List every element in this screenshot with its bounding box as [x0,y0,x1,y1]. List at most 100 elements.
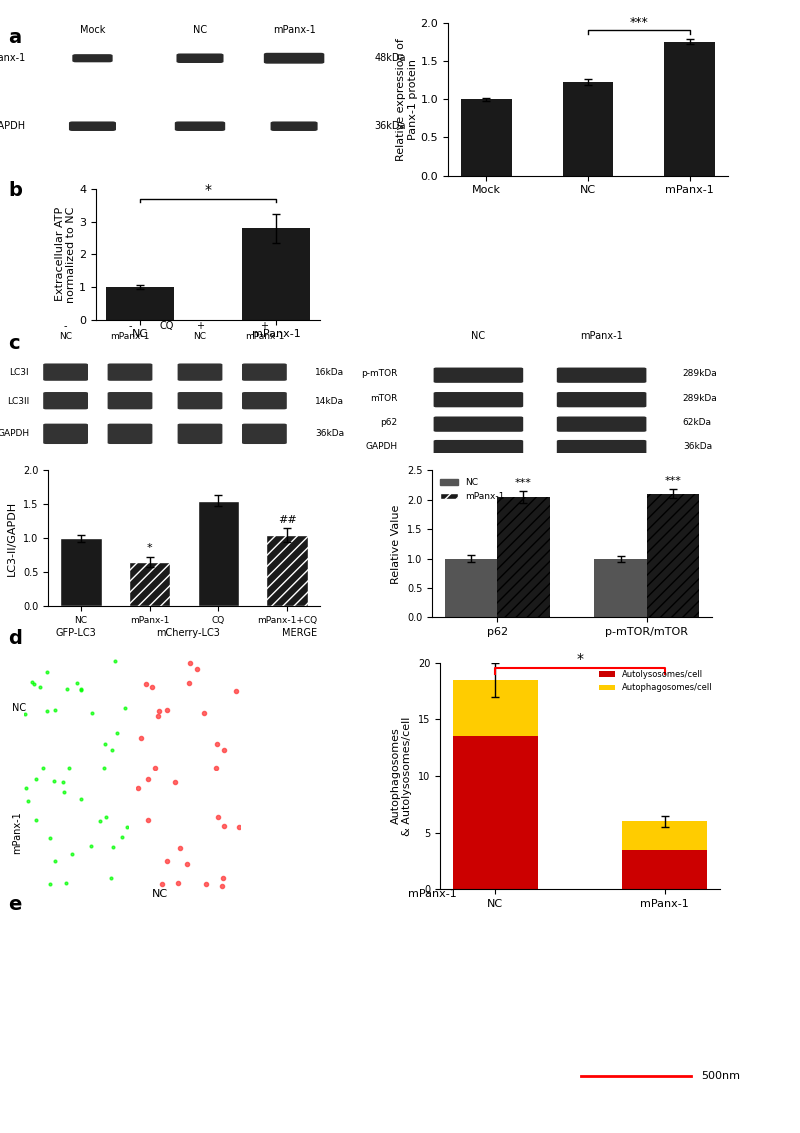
Text: 36kDa: 36kDa [682,442,712,451]
Bar [453,736,538,889]
Bar [562,83,614,176]
Text: d: d [8,629,22,648]
FancyBboxPatch shape [178,392,222,409]
Text: 289kDa: 289kDa [682,393,718,402]
Text: +: + [196,321,204,331]
Text: 36kDa: 36kDa [314,429,344,438]
FancyBboxPatch shape [557,367,646,383]
Text: -: - [128,321,132,331]
FancyBboxPatch shape [557,417,646,432]
Text: mTOR: mTOR [370,393,397,402]
Y-axis label: Relative Value: Relative Value [391,504,402,583]
Bar [129,562,170,606]
FancyBboxPatch shape [174,121,226,131]
FancyBboxPatch shape [72,54,113,62]
Text: p-mTOR: p-mTOR [361,369,397,378]
Text: 16kDa: 16kDa [314,368,344,377]
Bar [60,538,102,606]
Text: CQ: CQ [159,321,174,331]
Bar [664,42,715,176]
Bar [622,850,707,889]
Y-axis label: LC3-II/GAPDH: LC3-II/GAPDH [7,501,18,576]
Text: ***: *** [665,476,682,486]
Text: NC: NC [59,332,72,341]
Legend: NC, mPanx-1: NC, mPanx-1 [437,475,508,504]
FancyBboxPatch shape [242,392,286,409]
Text: GFP-LC3: GFP-LC3 [56,628,96,638]
Text: p62: p62 [380,418,397,427]
Text: -: - [64,321,67,331]
Text: GAPDH: GAPDH [0,429,29,438]
Bar [198,501,239,606]
FancyBboxPatch shape [43,392,88,409]
Text: e: e [8,895,22,914]
Text: 62kDa: 62kDa [682,418,712,427]
FancyBboxPatch shape [107,392,152,409]
FancyBboxPatch shape [107,364,152,381]
Bar [497,496,550,617]
Text: ##: ## [278,514,297,525]
Text: NC: NC [12,704,26,713]
Bar [594,559,647,617]
Text: mPanx-1: mPanx-1 [273,25,315,35]
Text: GAPDH: GAPDH [365,442,397,451]
FancyBboxPatch shape [178,364,222,381]
Text: NC: NC [152,889,168,898]
Text: *: * [205,184,211,197]
Text: GAPDH: GAPDH [0,121,26,131]
Text: ***: *** [630,16,648,28]
Text: LC3II: LC3II [7,397,29,406]
FancyBboxPatch shape [43,364,88,381]
FancyBboxPatch shape [43,424,88,444]
Text: NC: NC [471,331,486,341]
FancyBboxPatch shape [177,53,223,63]
Text: MERGE: MERGE [282,628,318,638]
Bar [266,535,308,606]
FancyBboxPatch shape [178,424,222,444]
FancyBboxPatch shape [69,121,116,131]
Text: 289kDa: 289kDa [682,369,718,378]
Text: mPanx-1: mPanx-1 [580,331,623,341]
Text: mPanx-1: mPanx-1 [408,889,456,898]
Text: NC: NC [193,25,207,35]
Text: LC3I: LC3I [10,368,29,377]
FancyBboxPatch shape [434,440,523,455]
Text: 500nm: 500nm [702,1072,741,1081]
Legend: Autolysosomes/cell, Autophagosomes/cell: Autolysosomes/cell, Autophagosomes/cell [595,667,716,696]
FancyBboxPatch shape [434,367,523,383]
FancyBboxPatch shape [557,392,646,407]
FancyBboxPatch shape [264,53,324,63]
Text: *: * [577,653,583,666]
Text: NC: NC [194,332,206,341]
FancyBboxPatch shape [557,440,646,455]
Bar [106,287,174,320]
Bar [622,821,707,850]
FancyBboxPatch shape [270,121,318,131]
FancyBboxPatch shape [434,417,523,432]
Text: mPanx-1: mPanx-1 [12,811,22,854]
Text: mPanx-1: mPanx-1 [110,332,150,341]
Text: 14kDa: 14kDa [314,397,344,406]
Text: a: a [8,28,21,48]
Text: 48kDa: 48kDa [374,53,406,63]
Y-axis label: Autophagosomes
& Autolysosomes/cell: Autophagosomes & Autolysosomes/cell [390,716,412,836]
Text: mCherry-LC3: mCherry-LC3 [156,628,220,638]
Text: c: c [8,334,20,353]
Text: *: * [147,543,153,553]
Text: ***: *** [515,478,532,488]
Text: +: + [260,321,268,331]
Bar [242,229,310,320]
FancyBboxPatch shape [434,392,523,407]
Bar [461,100,512,176]
Bar [647,494,699,617]
FancyBboxPatch shape [242,364,286,381]
Text: Mock: Mock [80,25,105,35]
Text: Panx-1: Panx-1 [0,53,26,63]
Bar [445,559,497,617]
Bar [453,680,538,736]
FancyBboxPatch shape [107,424,152,444]
Y-axis label: Relative expression of
Panx-1 protein: Relative expression of Panx-1 protein [396,37,418,161]
FancyBboxPatch shape [242,424,286,444]
Text: 36kDa: 36kDa [374,121,406,131]
Y-axis label: Extracellular ATP
normalized to NC: Extracellular ATP normalized to NC [54,206,76,303]
